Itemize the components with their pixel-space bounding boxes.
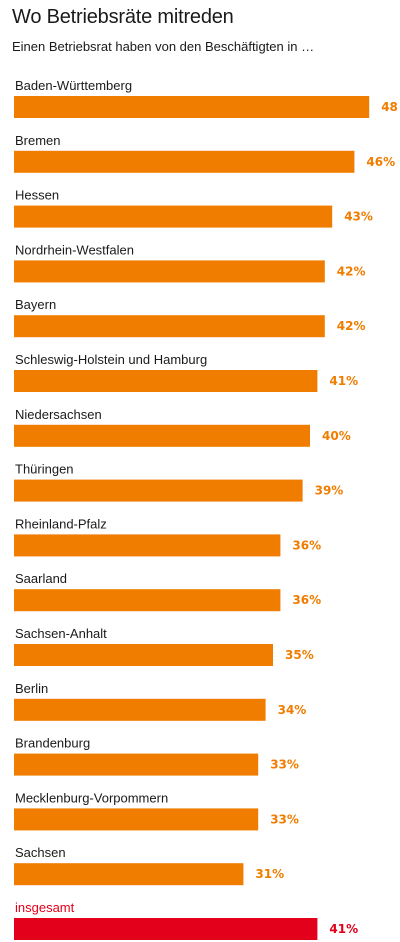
category-label-mecklenburg-vorpommern: Mecklenburg-Vorpommern: [15, 790, 168, 805]
category-label-bremen: Bremen: [15, 133, 61, 148]
bar-niedersachsen: [14, 424, 310, 447]
category-label-berlin: Berlin: [15, 681, 48, 696]
value-label-bremen: 46%: [366, 155, 395, 169]
value-label-thueringen: 39%: [315, 484, 344, 498]
category-label-hessen: Hessen: [15, 188, 59, 203]
category-label-insgesamt: insgesamt: [15, 900, 75, 915]
value-label-baden-wuerttemberg: 48: [381, 100, 398, 114]
bar-thueringen: [14, 479, 303, 502]
value-label-brandenburg: 33%: [270, 758, 299, 772]
value-label-berlin: 34%: [278, 703, 307, 717]
bar-bayern: [14, 315, 325, 338]
bar-berlin: [14, 698, 266, 721]
bar-baden-wuerttemberg: [14, 96, 370, 118]
bar-sachsen-anhalt: [14, 644, 273, 666]
category-label-sachsen: Sachsen: [15, 845, 66, 860]
category-label-niedersachsen: Niedersachsen: [15, 407, 102, 422]
category-label-baden-wuerttemberg: Baden-Württemberg: [15, 78, 132, 93]
category-label-schleswig-holstein-und-hamburg: Schleswig-Holstein und Hamburg: [15, 352, 207, 367]
category-label-rheinland-pfalz: Rheinland-Pfalz: [15, 516, 107, 531]
bar-nordrhein-westfalen: [14, 260, 325, 283]
value-label-rheinland-pfalz: 36%: [292, 538, 321, 552]
value-label-mecklenburg-vorpommern: 33%: [270, 812, 299, 826]
category-label-brandenburg: Brandenburg: [15, 736, 90, 751]
value-label-niedersachsen: 40%: [322, 429, 351, 443]
bar-schleswig-holstein-und-hamburg: [14, 370, 318, 392]
bar-saarland: [14, 589, 281, 612]
bar-insgesamt: [14, 918, 318, 940]
category-label-nordrhein-westfalen: Nordrhein-Westfalen: [15, 242, 134, 257]
category-label-saarland: Saarland: [15, 571, 67, 586]
bar-hessen: [14, 205, 333, 228]
category-label-bayern: Bayern: [15, 297, 56, 312]
value-label-schleswig-holstein-und-hamburg: 41%: [329, 374, 358, 388]
value-label-nordrhein-westfalen: 42%: [337, 264, 366, 278]
bar-brandenburg: [14, 753, 259, 776]
bar-mecklenburg-vorpommern: [14, 808, 259, 831]
value-label-bayern: 42%: [337, 319, 366, 333]
value-label-sachsen-anhalt: 35%: [285, 648, 314, 662]
bar-rheinland-pfalz: [14, 534, 281, 557]
chart-title: Wo Betriebsräte mitreden: [12, 6, 234, 28]
bar-bremen: [14, 150, 355, 173]
category-label-thueringen: Thüringen: [15, 462, 74, 477]
bar-sachsen: [14, 863, 244, 886]
value-label-hessen: 43%: [344, 210, 373, 224]
value-label-sachsen: 31%: [255, 867, 284, 881]
value-label-insgesamt: 41%: [329, 922, 358, 936]
category-label-sachsen-anhalt: Sachsen-Anhalt: [15, 626, 107, 641]
chart-subtitle: Einen Betriebsrat haben von den Beschäft…: [12, 39, 315, 54]
value-label-saarland: 36%: [292, 593, 321, 607]
